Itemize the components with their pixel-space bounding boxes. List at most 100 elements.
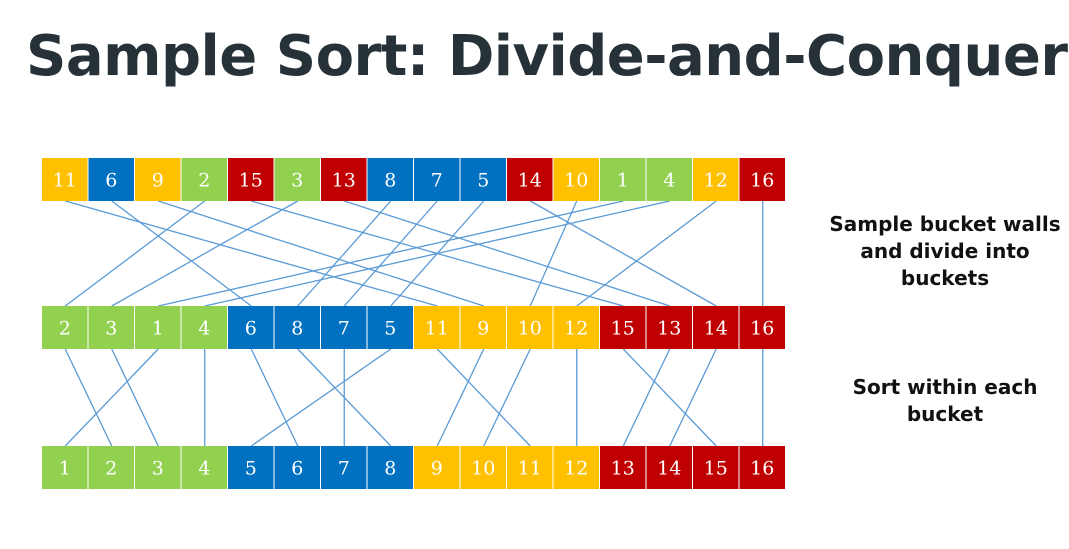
number-cell: 5 xyxy=(228,446,274,489)
connector-line xyxy=(65,200,438,307)
number-cell: 12 xyxy=(553,446,599,489)
number-cell: 4 xyxy=(181,446,227,489)
cell-value: 3 xyxy=(105,318,117,340)
connector-line xyxy=(436,348,485,447)
cell-value: 5 xyxy=(477,170,489,192)
cell-box xyxy=(553,158,599,201)
cell-box xyxy=(135,306,181,349)
cell-box xyxy=(135,158,181,201)
cell-value: 12 xyxy=(564,318,588,340)
cell-value: 5 xyxy=(384,318,396,340)
cell-box xyxy=(228,306,274,349)
connector-line xyxy=(250,348,392,447)
connector-line xyxy=(669,348,717,447)
cell-value: 9 xyxy=(477,318,489,340)
number-cell: 15 xyxy=(693,446,739,489)
cell-box xyxy=(693,306,739,349)
cell-value: 4 xyxy=(663,170,675,192)
cell-value: 7 xyxy=(338,318,350,340)
cell-box xyxy=(228,446,274,489)
cell-value: 7 xyxy=(431,170,443,192)
cell-value: 8 xyxy=(384,458,396,480)
page-title: Sample Sort: Divide-and-Conquer xyxy=(26,24,1068,89)
cell-value: 11 xyxy=(425,318,449,340)
cell-value: 1 xyxy=(617,170,629,192)
cell-box xyxy=(553,306,599,349)
number-cell: 13 xyxy=(646,306,692,349)
cell-box xyxy=(693,158,739,201)
number-cell: 8 xyxy=(367,446,413,489)
connector-line xyxy=(111,348,159,447)
cell-box xyxy=(42,306,88,349)
number-cell: 16 xyxy=(739,306,785,349)
connector-line xyxy=(64,200,206,307)
cell-box xyxy=(507,158,553,201)
cell-box xyxy=(460,446,506,489)
cell-box xyxy=(600,446,646,489)
number-cell: 14 xyxy=(507,158,553,201)
connection-lines xyxy=(64,200,764,447)
cell-value: 2 xyxy=(198,170,210,192)
cell-value: 12 xyxy=(704,170,728,192)
number-cell: 14 xyxy=(646,446,692,489)
cell-box xyxy=(321,158,367,201)
connector-line xyxy=(158,200,624,307)
number-cell: 3 xyxy=(88,306,134,349)
cell-value: 13 xyxy=(611,458,635,480)
cell-box xyxy=(181,306,227,349)
cell-value: 2 xyxy=(59,318,71,340)
cell-box xyxy=(507,446,553,489)
number-cell: 5 xyxy=(367,306,413,349)
cell-value: 9 xyxy=(431,458,443,480)
number-cell: 7 xyxy=(321,446,367,489)
connector-line xyxy=(64,348,159,447)
connector-line xyxy=(529,200,717,307)
cell-box xyxy=(414,306,460,349)
note-partition: Sample bucket walls and divide into buck… xyxy=(829,212,1061,290)
number-cell: 10 xyxy=(553,158,599,201)
number-cell: 3 xyxy=(274,158,320,201)
cell-value: 15 xyxy=(611,318,635,340)
cell-value: 7 xyxy=(338,458,350,480)
number-cell: 6 xyxy=(88,158,134,201)
number-cell: 1 xyxy=(600,158,646,201)
cell-value: 6 xyxy=(105,170,117,192)
number-cell: 15 xyxy=(600,306,646,349)
number-cell: 12 xyxy=(693,158,739,201)
cell-value: 15 xyxy=(704,458,728,480)
cell-value: 9 xyxy=(152,170,164,192)
cell-box xyxy=(414,446,460,489)
number-cell: 2 xyxy=(181,158,227,201)
cell-box xyxy=(88,306,134,349)
cell-box xyxy=(274,306,320,349)
cell-box xyxy=(367,306,413,349)
cell-value: 8 xyxy=(291,318,303,340)
cell-box xyxy=(553,446,599,489)
cell-value: 4 xyxy=(198,318,210,340)
number-cell: 1 xyxy=(42,446,88,489)
number-cell: 7 xyxy=(321,306,367,349)
cell-box xyxy=(646,446,692,489)
connector-line xyxy=(158,200,484,307)
cell-value: 3 xyxy=(291,170,303,192)
number-rows: 11 6 9 2 15 3 13 8 7 5 14 10 1 4 12 162 3 1 4 6 8 7 5 11 9 10 12 15… xyxy=(42,158,785,489)
note-sort: Sort within each bucket xyxy=(852,375,1038,426)
cell-value: 1 xyxy=(152,318,164,340)
number-cell: 10 xyxy=(507,306,553,349)
connector-line xyxy=(111,200,299,307)
cell-box xyxy=(88,158,134,201)
connector-line xyxy=(576,200,717,307)
connector-line xyxy=(64,348,113,447)
cell-box xyxy=(600,306,646,349)
cell-value: 6 xyxy=(291,458,303,480)
cell-value: 14 xyxy=(704,318,728,340)
cell-value: 16 xyxy=(750,170,774,192)
cell-box xyxy=(646,158,692,201)
number-cell: 1 xyxy=(135,306,181,349)
connector-line xyxy=(204,200,670,307)
cell-value: 15 xyxy=(239,170,263,192)
cell-value: 8 xyxy=(384,170,396,192)
cell-value: 10 xyxy=(471,458,495,480)
cell-value: 10 xyxy=(518,318,542,340)
